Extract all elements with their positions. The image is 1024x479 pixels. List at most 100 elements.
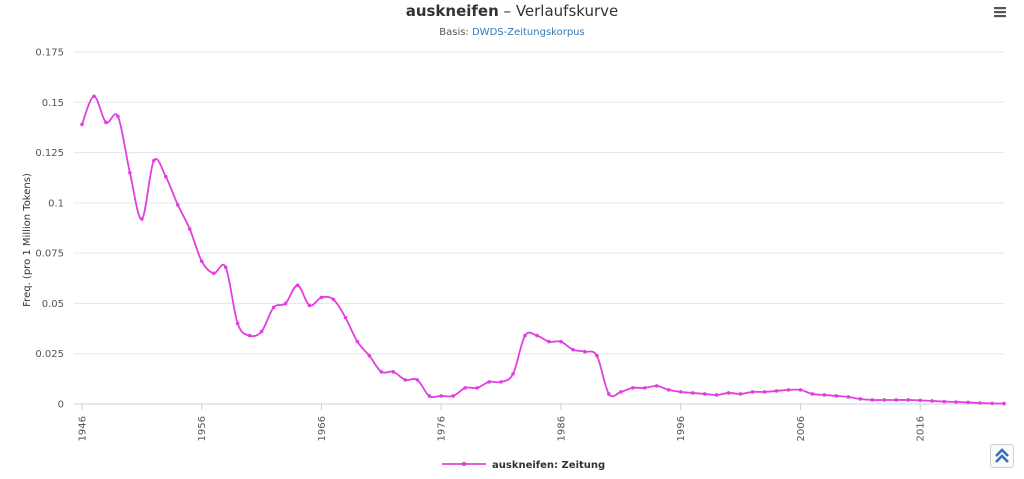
data-point[interactable] xyxy=(187,227,192,231)
data-point[interactable] xyxy=(223,265,228,270)
x-tick-label: 1946 xyxy=(78,416,89,441)
data-point[interactable] xyxy=(319,295,324,300)
chevron-lower xyxy=(995,454,1009,463)
x-tick-labels: 1946 1956 1966 1976 1986 1996 2006 2016 xyxy=(78,404,927,441)
data-point[interactable] xyxy=(128,170,132,175)
data-point[interactable] xyxy=(199,259,204,263)
data-point[interactable] xyxy=(271,305,276,310)
data-point[interactable] xyxy=(1002,401,1006,406)
y-tick-labels: 0 0.025 0.05 0.075 0.1 0.125 0.15 0.175 xyxy=(35,48,64,411)
data-point[interactable] xyxy=(786,388,791,392)
data-point[interactable] xyxy=(307,303,312,308)
data-point[interactable] xyxy=(259,329,264,334)
data-point[interactable] xyxy=(92,94,96,99)
data-point[interactable] xyxy=(894,398,899,402)
data-point[interactable] xyxy=(990,401,994,406)
title-word: auskneifen xyxy=(405,2,499,20)
data-point[interactable] xyxy=(774,389,779,393)
data-point[interactable] xyxy=(439,394,444,398)
y-tick-label: 0.025 xyxy=(35,349,64,360)
data-point[interactable] xyxy=(966,400,970,405)
data-point[interactable] xyxy=(666,388,671,392)
data-point[interactable] xyxy=(427,394,432,398)
data-point[interactable] xyxy=(152,158,156,163)
data-point[interactable] xyxy=(211,271,216,276)
data-point[interactable] xyxy=(403,378,408,382)
data-point[interactable] xyxy=(619,390,623,394)
data-point[interactable] xyxy=(164,174,168,179)
data-point[interactable] xyxy=(379,370,384,374)
hamburger-menu-glyph xyxy=(994,7,1006,18)
data-point[interactable] xyxy=(642,386,647,390)
x-tick-label: 1996 xyxy=(676,416,687,441)
data-point[interactable] xyxy=(930,399,934,403)
data-point[interactable] xyxy=(415,378,420,382)
data-point[interactable] xyxy=(942,399,946,404)
data-point[interactable] xyxy=(559,339,563,344)
data-point[interactable] xyxy=(355,339,360,344)
hamburger-menu-icon[interactable] xyxy=(990,4,1010,20)
y-tick-label: 0.05 xyxy=(42,299,64,310)
data-point[interactable] xyxy=(116,114,120,119)
data-point[interactable] xyxy=(499,380,503,384)
menu-bar-3 xyxy=(994,15,1006,18)
data-point[interactable] xyxy=(702,392,707,396)
corpus-link[interactable]: DWDS-Zeitungskorpus xyxy=(471,27,585,38)
scroll-to-top-button[interactable] xyxy=(990,444,1014,468)
data-point[interactable] xyxy=(822,393,827,397)
data-point[interactable] xyxy=(463,386,467,390)
x-tick-label: 1956 xyxy=(197,416,208,441)
legend-label: auskneifen: Zeitung xyxy=(492,460,605,471)
data-point[interactable] xyxy=(140,217,144,221)
data-point[interactable] xyxy=(547,339,551,344)
data-point[interactable] xyxy=(175,203,180,207)
x-tick-label: 1986 xyxy=(556,416,567,441)
data-point[interactable] xyxy=(918,398,922,403)
data-point[interactable] xyxy=(523,333,527,338)
data-point[interactable] xyxy=(678,390,683,394)
data-point[interactable] xyxy=(870,398,875,402)
data-point[interactable] xyxy=(295,283,300,288)
data-point[interactable] xyxy=(882,398,887,402)
data-point[interactable] xyxy=(367,353,372,358)
data-point[interactable] xyxy=(834,394,839,398)
data-point[interactable] xyxy=(487,380,491,384)
data-point[interactable] xyxy=(331,297,336,302)
data-point[interactable] xyxy=(343,315,348,320)
data-point[interactable] xyxy=(978,401,982,405)
legend[interactable]: auskneifen: Zeitung xyxy=(442,460,605,471)
data-point[interactable] xyxy=(391,370,396,374)
data-point[interactable] xyxy=(954,400,958,404)
data-point[interactable] xyxy=(690,391,695,395)
data-point[interactable] xyxy=(858,397,863,401)
data-point[interactable] xyxy=(451,394,455,398)
legend-point-marker xyxy=(461,461,467,467)
data-point[interactable] xyxy=(235,321,240,326)
data-point[interactable] xyxy=(283,301,288,306)
data-point[interactable] xyxy=(571,347,575,352)
data-point[interactable] xyxy=(798,388,803,392)
y-tick-label: 0.15 xyxy=(42,98,64,109)
data-point[interactable] xyxy=(810,392,815,396)
data-point[interactable] xyxy=(511,372,515,376)
y-axis-title: Freq. (pro 1 Million Tokens) xyxy=(22,173,33,307)
data-point[interactable] xyxy=(607,392,611,396)
data-point[interactable] xyxy=(595,353,599,358)
data-point[interactable] xyxy=(762,390,767,394)
data-point[interactable] xyxy=(80,122,84,127)
data-point[interactable] xyxy=(738,392,743,396)
data-point[interactable] xyxy=(906,398,911,402)
data-point[interactable] xyxy=(846,395,851,399)
data-point[interactable] xyxy=(535,333,539,338)
data-point[interactable] xyxy=(247,333,252,338)
x-tick-label: 1976 xyxy=(437,416,448,441)
data-point[interactable] xyxy=(714,393,719,397)
data-point[interactable] xyxy=(726,391,731,395)
data-point[interactable] xyxy=(654,384,659,388)
data-point[interactable] xyxy=(104,120,108,125)
data-point[interactable] xyxy=(631,386,635,390)
data-point[interactable] xyxy=(583,349,587,354)
x-tick-label: 2016 xyxy=(916,416,927,441)
data-point[interactable] xyxy=(750,390,755,394)
data-point[interactable] xyxy=(475,386,479,390)
